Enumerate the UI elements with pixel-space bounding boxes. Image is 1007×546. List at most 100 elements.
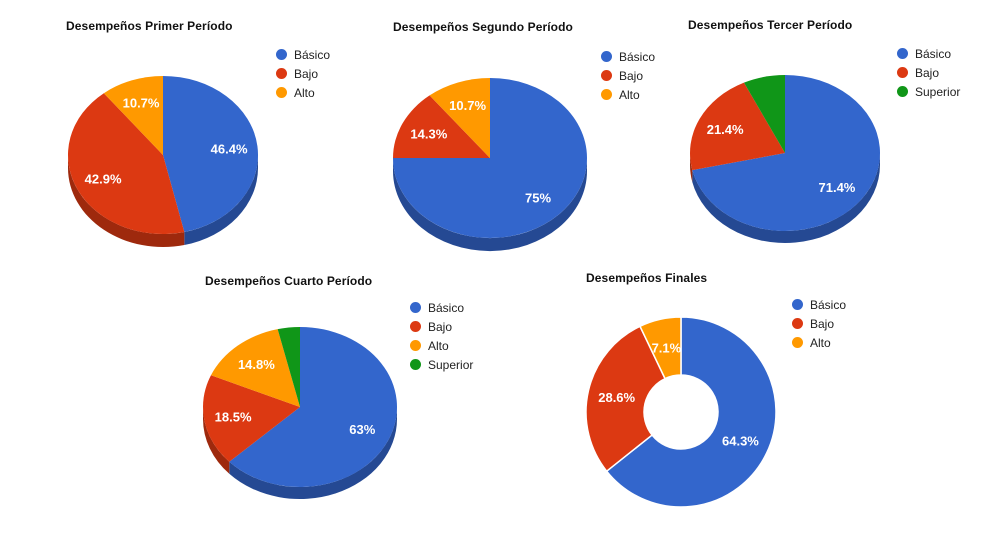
legend-swatch-icon — [601, 70, 612, 81]
legend-label: Bajo — [810, 316, 835, 331]
pie-slice-basico[interactable] — [692, 75, 881, 231]
slice-label-basico: 63% — [349, 422, 375, 437]
legend-item-basico: Básico — [792, 295, 846, 314]
legend-item-basico: Básico — [276, 45, 330, 64]
legend-swatch-icon — [792, 299, 803, 310]
legend-item-alto: Alto — [601, 85, 655, 104]
legend-label: Alto — [619, 87, 640, 102]
legend-item-alto: Alto — [792, 333, 846, 352]
legend-swatch-icon — [792, 337, 803, 348]
donut-slice-bajo[interactable] — [585, 325, 667, 473]
legend-swatch-icon — [601, 89, 612, 100]
legend-label: Superior — [428, 357, 474, 372]
legend-item-bajo: Bajo — [410, 317, 473, 336]
pie-slice-basico[interactable] — [229, 327, 398, 488]
legend-label: Básico — [619, 49, 656, 64]
donut-slice-basico[interactable] — [605, 316, 777, 508]
pie-slice-side-basico — [393, 158, 588, 252]
legend-item-bajo: Bajo — [897, 63, 960, 82]
legend-item-basico: Básico — [897, 44, 960, 63]
legend-swatch-icon — [410, 321, 421, 332]
pie-slice-alto[interactable] — [103, 76, 163, 155]
legend-label: Básico — [294, 47, 331, 62]
legend-item-basico: Básico — [601, 47, 655, 66]
pie-slice-bajo[interactable] — [393, 95, 490, 158]
legend: Básico Bajo Alto — [276, 45, 330, 102]
pie-slice-bajo[interactable] — [203, 375, 300, 462]
legend-item-alto: Alto — [410, 336, 473, 355]
slice-label-alto: 10.7% — [449, 98, 486, 113]
chart-title: Desempeños Primer Período — [66, 19, 233, 33]
legend-label: Bajo — [619, 68, 644, 83]
pie-slice-side-bajo — [690, 153, 693, 183]
pie-slice-basico[interactable] — [163, 76, 259, 232]
legend-label: Básico — [810, 297, 847, 312]
pie-slice-side-bajo — [68, 155, 185, 248]
legend-label: Bajo — [915, 65, 940, 80]
legend-swatch-icon — [276, 49, 287, 60]
pie-slice-side-bajo — [203, 407, 230, 474]
legend-swatch-icon — [276, 68, 287, 79]
donut-slice-alto[interactable] — [639, 316, 682, 380]
legend-label: Básico — [428, 300, 465, 315]
legend-swatch-icon — [410, 340, 421, 351]
legend-label: Básico — [915, 46, 952, 61]
pie-slice-alto[interactable] — [429, 78, 490, 158]
pie-chart-cuarto-periodo: 63% 18.5% 14.8% — [203, 327, 398, 499]
slice-label-alto: 10.7% — [123, 95, 160, 110]
slice-label-bajo: 21.4% — [707, 122, 744, 137]
pie-chart-tercer-periodo: 71.4% 21.4% — [690, 75, 881, 243]
slice-label-basico: 71.4% — [819, 180, 856, 195]
legend-swatch-icon — [897, 67, 908, 78]
chart-title: Desempeños Cuarto Período — [205, 274, 373, 288]
legend-swatch-icon — [276, 87, 287, 98]
legend-swatch-icon — [897, 86, 908, 97]
pie-slice-bajo[interactable] — [690, 82, 785, 171]
slice-label-alto: 7.1% — [652, 340, 682, 355]
slice-label-bajo: 18.5% — [215, 409, 252, 424]
chart-title: Desempeños Tercer Período — [688, 18, 853, 32]
legend-label: Bajo — [294, 66, 319, 81]
legend-label: Superior — [915, 84, 961, 99]
pie-slice-side-basico — [184, 155, 258, 245]
legend-label: Bajo — [428, 319, 453, 334]
legend-label: Alto — [810, 335, 831, 350]
legend-swatch-icon — [792, 318, 803, 329]
legend-item-bajo: Bajo — [601, 66, 655, 85]
pie-chart-primer-periodo: 46.4% 42.9% 10.7% — [67, 76, 259, 248]
chart-title: Desempeños Finales — [586, 271, 708, 285]
chart-title: Desempeños Segundo Período — [393, 20, 573, 34]
legend-item-alto: Alto — [276, 83, 330, 102]
legend: Básico Bajo Alto Superior — [410, 298, 473, 374]
legend: Básico Bajo Alto — [601, 47, 655, 104]
pie-chart-segundo-periodo: 75% 14.3%10.7% — [393, 78, 588, 252]
pie-slice-bajo[interactable] — [67, 93, 185, 235]
legend-item-superior: Superior — [897, 82, 960, 101]
legend-swatch-icon — [601, 51, 612, 62]
slice-label-bajo: 14.3% — [410, 126, 447, 141]
slice-label-bajo: 28.6% — [598, 390, 635, 405]
slice-label-basico: 64.3% — [722, 433, 759, 448]
legend-item-bajo: Bajo — [276, 64, 330, 83]
legend-swatch-icon — [410, 359, 421, 370]
slice-label-alto: 14.8% — [238, 357, 275, 372]
pie-slice-side-basico — [692, 153, 880, 243]
pie-slice-superior[interactable] — [743, 75, 785, 153]
legend-label: Alto — [428, 338, 449, 353]
legend-swatch-icon — [410, 302, 421, 313]
legend: Básico Bajo Alto — [792, 295, 846, 352]
legend: Básico Bajo Superior — [897, 44, 960, 101]
legend-item-superior: Superior — [410, 355, 473, 374]
donut-chart-finales: 64.3% 28.6% 7.1% — [585, 316, 777, 508]
pie-slice-superior[interactable] — [277, 327, 300, 407]
slice-label-basico: 46.4% — [211, 141, 248, 156]
pie-slice-alto[interactable] — [210, 329, 300, 407]
legend-item-bajo: Bajo — [792, 314, 846, 333]
legend-item-basico: Básico — [410, 298, 473, 317]
slice-label-bajo: 42.9% — [85, 172, 122, 187]
pie-slice-side-basico — [229, 407, 397, 499]
slice-label-basico: 75% — [525, 190, 551, 205]
legend-swatch-icon — [897, 48, 908, 59]
